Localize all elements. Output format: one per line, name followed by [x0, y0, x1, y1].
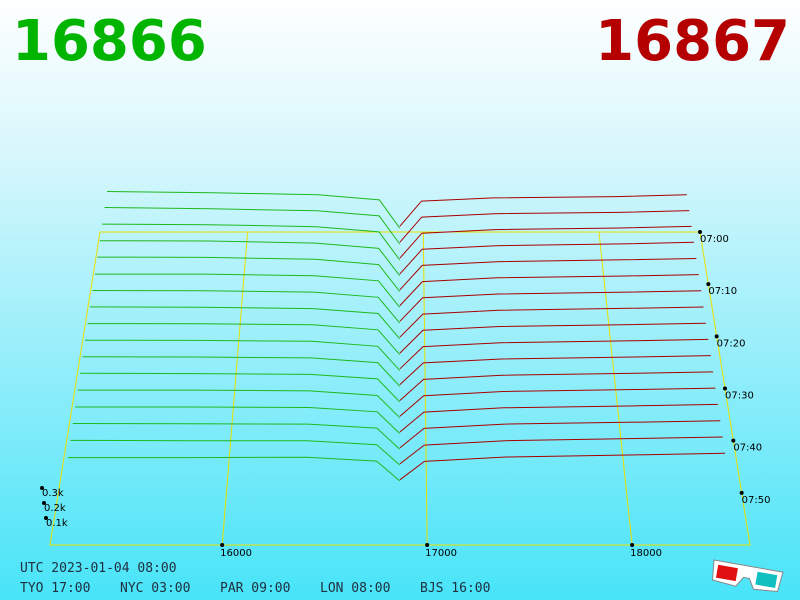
price-grid-line — [422, 231, 428, 546]
time-tick — [739, 490, 744, 495]
clocks: TYO 17:00 NYC 03:00 PAR 09:00 LON 08:00 BJS … — [20, 581, 490, 596]
ask-depth-line — [399, 225, 692, 259]
bid-depth-line — [70, 439, 401, 466]
bid-depth-line — [77, 389, 401, 419]
ask-depth-line — [399, 436, 723, 465]
ask-depth-line — [399, 241, 695, 275]
ask-depth-line — [399, 210, 690, 243]
bid-depth-line — [80, 372, 401, 403]
city-clock: NYC 03:00 — [120, 581, 190, 596]
depth-tick — [42, 501, 46, 505]
3d-glasses-icon[interactable] — [710, 559, 784, 594]
city-clock: PAR 09:00 — [220, 581, 290, 596]
price-tick-label: 17000 — [425, 548, 457, 559]
city-clock: LON 08:00 — [320, 581, 390, 596]
bid-depth-line — [82, 356, 401, 387]
cyan-lens — [755, 571, 778, 589]
bid-depth-line — [75, 406, 401, 434]
time-tick — [714, 334, 719, 339]
price-grid-line — [598, 231, 633, 546]
depth-tick — [40, 486, 44, 490]
time-tick — [723, 386, 727, 391]
bid-depth-line — [87, 323, 401, 355]
bid-depth-line — [99, 240, 401, 277]
ask-depth-line — [399, 322, 706, 354]
time-tick — [731, 438, 736, 443]
ask-depth-line — [399, 258, 697, 291]
ask-depth-line — [399, 420, 721, 449]
time-tick-label: 07:50 — [742, 495, 771, 506]
ask-depth-line — [399, 371, 714, 401]
bid-depth-line — [72, 423, 401, 450]
price-tick — [630, 543, 635, 547]
ask-depth-line — [399, 306, 704, 338]
bid-depth-line — [104, 207, 401, 245]
plot: 16000 17000 18000 07:00 07:10 07:20 07:30 07:40… — [40, 191, 771, 559]
bid-depth-line — [97, 256, 401, 292]
utc-time: UTC 2023-01-04 08:00 — [20, 561, 177, 576]
ask-depth-line — [399, 274, 699, 306]
bid-price: 16866 — [12, 9, 207, 74]
ask-depth-line — [399, 403, 718, 433]
depth-tick — [44, 516, 48, 520]
time-tick-label: 07:20 — [717, 338, 746, 349]
ask-depth-line — [399, 338, 709, 370]
time-tick-label: 07:30 — [725, 391, 754, 402]
bid-depth-line — [68, 456, 401, 482]
price-tick — [220, 543, 225, 547]
red-lens — [715, 564, 738, 582]
bid-depth-line — [106, 191, 401, 229]
time-tick — [706, 282, 711, 287]
depth-tick-label: 0.1k — [46, 518, 68, 529]
price-tick — [425, 543, 430, 547]
ask-depth-line — [399, 194, 687, 227]
price-grid-line — [221, 231, 249, 546]
bid-depth-line — [102, 223, 401, 261]
depth-tick-label: 0.3k — [42, 488, 64, 499]
bid-depth-line — [89, 306, 401, 340]
time-tick-label: 07:10 — [708, 286, 737, 297]
bid-depth-line — [94, 273, 401, 308]
ask-depth-line — [399, 290, 702, 322]
ask-depth-line — [399, 355, 711, 385]
ask-depth-line — [399, 452, 726, 481]
city-clock: BJS 16:00 — [420, 581, 490, 596]
time-tick-label: 07:40 — [733, 443, 762, 454]
price-tick-label: 18000 — [630, 548, 662, 559]
time-tick — [698, 230, 702, 234]
bid-depth-line — [85, 339, 401, 371]
depth-tick-label: 0.2k — [44, 503, 66, 514]
price-tick-label: 16000 — [220, 548, 252, 559]
frame — [49, 231, 751, 546]
bid-depth-line — [92, 290, 401, 324]
city-clock: TYO 17:00 — [20, 581, 90, 596]
ask-depth-line — [399, 387, 716, 417]
ask-price: 16867 — [595, 9, 790, 74]
time-tick-label: 07:00 — [700, 234, 729, 245]
